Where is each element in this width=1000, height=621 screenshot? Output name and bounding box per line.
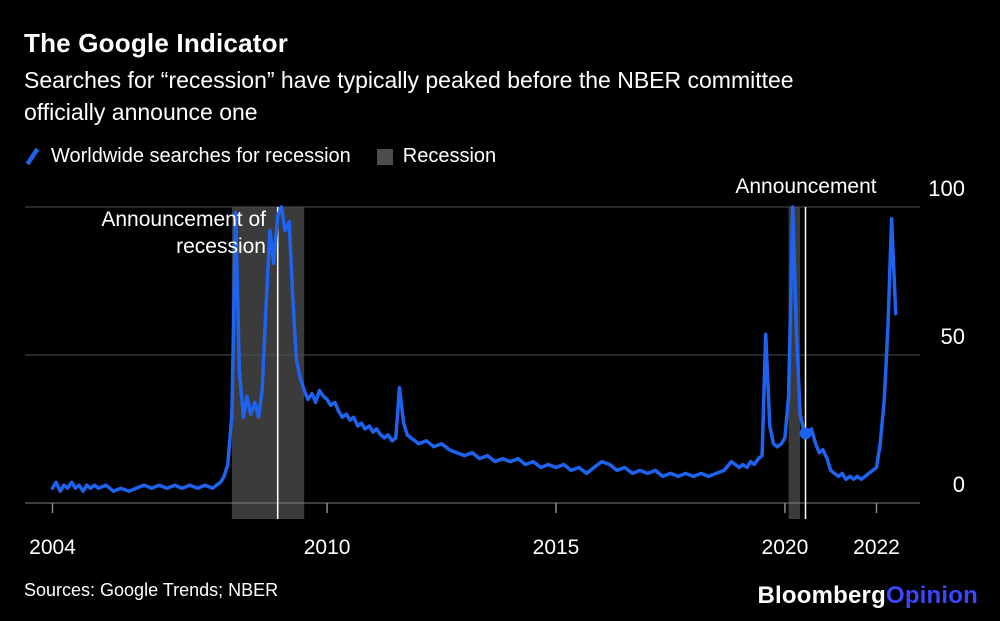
bloomberg-opinion-logo: BloombergOpinion [757,582,978,610]
x-axis-label: 2022 [853,536,900,559]
logo-opinion: Opinion [885,582,978,609]
line-series-icon [25,147,40,166]
source-note: Sources: Google Trends; NBER [24,580,279,600]
searches-line [50,205,898,493]
annotation-announcement: Announcement [735,175,877,198]
legend-label-recession: Recession [402,145,497,167]
x-axis-label: 2015 [532,536,580,559]
legend-item-recession: Recession [376,145,497,168]
annotation-announcement-of-recession: Announcement of recession [101,208,266,258]
x-axis-label: 2010 [303,536,351,559]
y-axis-label: 50 [940,324,965,349]
x-axis-label: 2004 [29,536,76,559]
y-axis-label: 100 [928,176,965,201]
chart-subtitle: Searches for “recession” have typically … [24,67,794,125]
logo-bloomberg: Bloomberg [757,582,886,609]
legend: Worldwide searches for recession Recessi… [24,145,496,168]
recession-band-swatch [376,148,393,165]
x-axis-label: 2020 [761,536,809,559]
legend-item-searches: Worldwide searches for recession [24,145,351,168]
announcement-marker [799,427,812,440]
legend-label-searches: Worldwide searches for recession [51,145,351,167]
page-title: The Google Indicator [24,28,289,58]
recession-band [788,207,800,519]
x-axis: 2004 2010 2015 2020 2022 [0,536,1000,562]
y-axis-label: 0 [952,472,965,497]
